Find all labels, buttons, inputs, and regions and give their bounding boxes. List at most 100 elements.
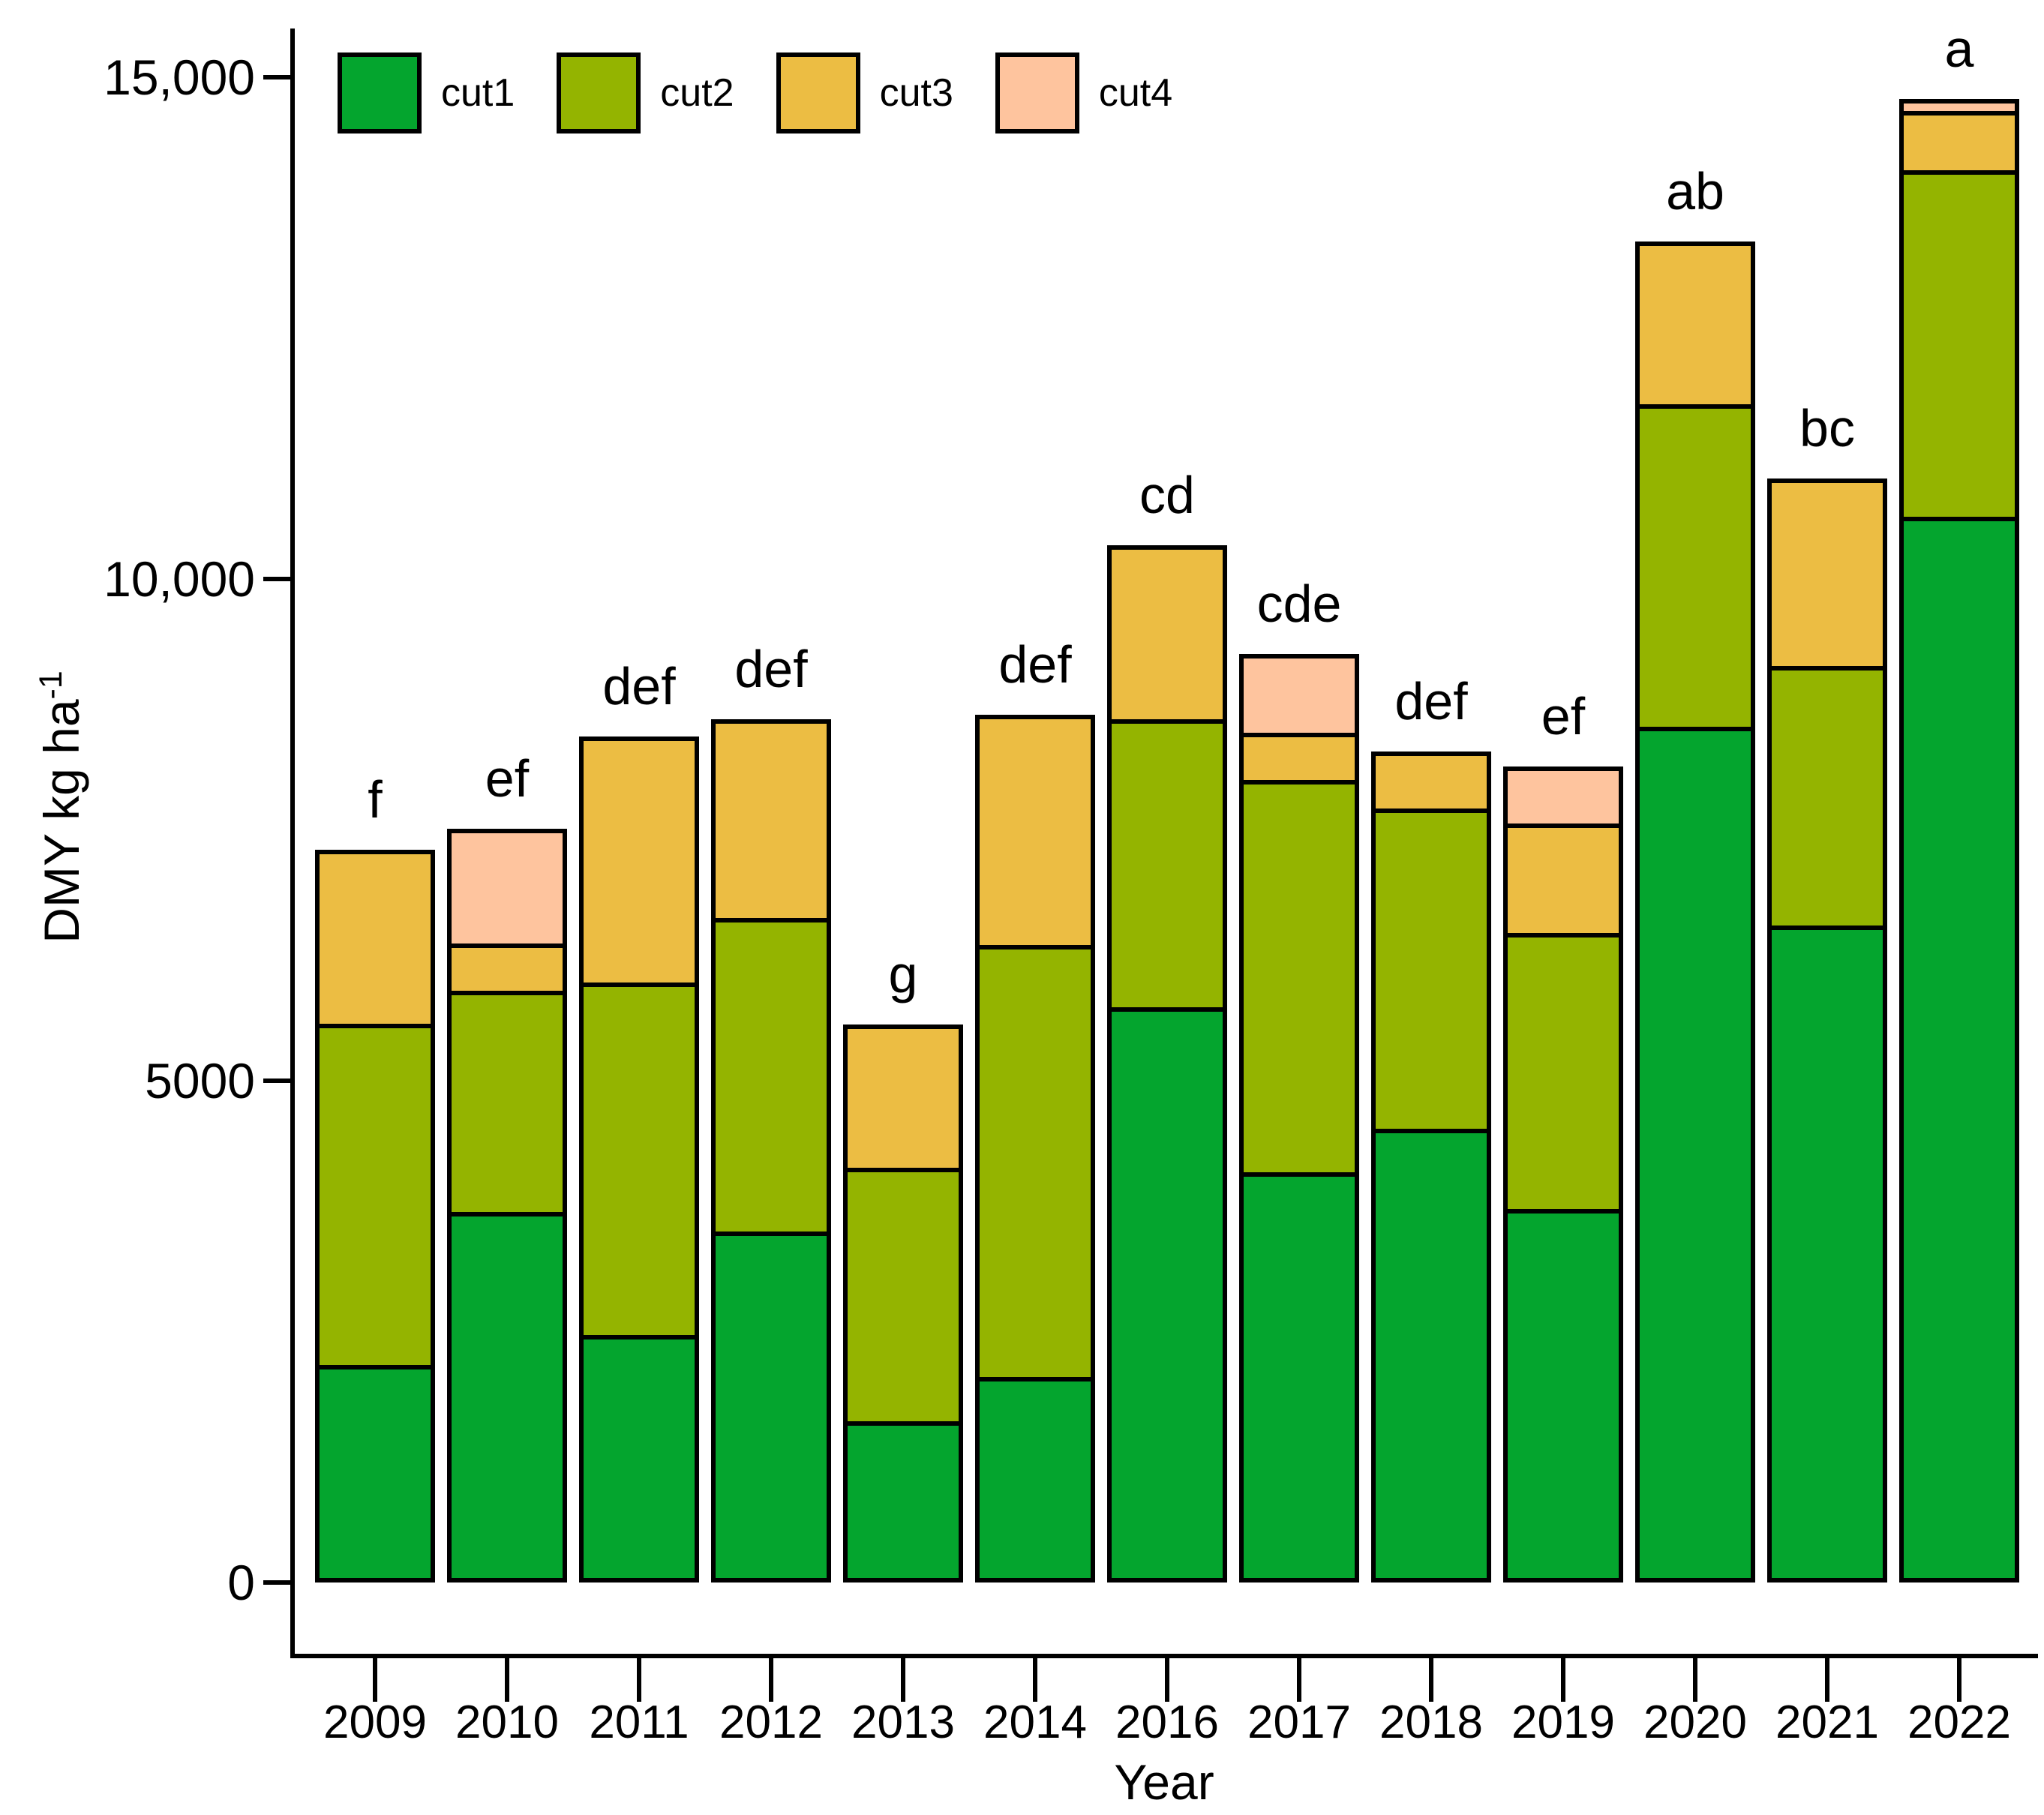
x-axis-tick — [1165, 1654, 1169, 1702]
x-axis-tick — [1033, 1654, 1037, 1702]
bar-segment-cut3-2009 — [315, 850, 435, 1024]
legend-swatch-cut4 — [995, 52, 1079, 134]
y-axis-tick — [263, 1580, 290, 1585]
significance-letter-2013: g — [888, 945, 918, 1004]
significance-letter-2016: cd — [1139, 465, 1195, 524]
bar-segment-cut3-2010 — [447, 943, 567, 991]
bar-segment-cut2-2012 — [711, 918, 831, 1232]
x-axis-tick-label-2020: 2020 — [1643, 1696, 1747, 1748]
bar-segment-cut1-2012 — [711, 1231, 831, 1582]
significance-letter-2009: f — [368, 770, 383, 830]
x-axis-tick-label-2018: 2018 — [1379, 1696, 1483, 1748]
bar-segment-cut3-2021 — [1767, 478, 1887, 667]
y-axis-tick — [263, 1078, 290, 1083]
bar-segment-cut2-2009 — [315, 1023, 435, 1365]
bar-segment-cut2-2013 — [843, 1168, 963, 1421]
x-axis-tick — [1825, 1654, 1829, 1702]
y-axis-title: DMY kg ha-1 — [21, 470, 89, 1144]
bar-segment-cut1-2013 — [843, 1420, 963, 1582]
bar-segment-cut1-2022 — [1899, 517, 2019, 1582]
x-axis-tick-label-2010: 2010 — [455, 1696, 559, 1748]
x-axis-tick — [1429, 1654, 1433, 1702]
significance-letter-2010: ef — [485, 749, 530, 808]
x-axis-tick-label-2016: 2016 — [1115, 1696, 1219, 1748]
bar-segment-cut1-2014 — [975, 1376, 1095, 1582]
bar-segment-cut1-2019 — [1503, 1209, 1623, 1582]
significance-letter-2019: ef — [1541, 687, 1586, 746]
x-axis-tick — [373, 1654, 377, 1702]
x-axis-tick-label-2014: 2014 — [983, 1696, 1087, 1748]
significance-letter-2014: def — [998, 634, 1072, 694]
bar-segment-cut1-2020 — [1635, 726, 1755, 1582]
y-axis-tick-label: 15,000 — [104, 50, 255, 105]
x-axis-tick — [1297, 1654, 1301, 1702]
bar-segment-cut3-2022 — [1899, 111, 2019, 171]
bar-segment-cut2-2021 — [1767, 666, 1887, 926]
x-axis-tick — [1957, 1654, 1961, 1702]
y-axis-tick — [263, 577, 290, 581]
bar-segment-cut4-2010 — [447, 829, 567, 944]
bar-segment-cut2-2020 — [1635, 404, 1755, 727]
legend: cut1 cut2 cut3 cut4 — [338, 52, 1214, 134]
bar-segment-cut2-2010 — [447, 990, 567, 1213]
bar-segment-cut3-2017 — [1239, 732, 1359, 780]
legend-item-cut4: cut4 — [995, 52, 1172, 134]
bar-segment-cut3-2020 — [1635, 242, 1755, 405]
x-axis-tick — [1561, 1654, 1565, 1702]
x-axis-tick — [637, 1654, 641, 1702]
x-axis-tick-label-2022: 2022 — [1907, 1696, 2011, 1748]
significance-letter-2020: ab — [1666, 162, 1724, 221]
bar-segment-cut2-2019 — [1503, 933, 1623, 1210]
bar-segment-cut1-2010 — [447, 1212, 567, 1582]
significance-letter-2021: bc — [1799, 399, 1855, 458]
significance-letter-2022: a — [1944, 20, 1974, 79]
x-axis-tick-label-2013: 2013 — [851, 1696, 955, 1748]
legend-item-cut2: cut2 — [557, 52, 734, 134]
x-axis-tick-label-2012: 2012 — [719, 1696, 823, 1748]
x-axis-tick-label-2017: 2017 — [1247, 1696, 1351, 1748]
significance-letter-2018: def — [1394, 672, 1468, 731]
legend-item-cut3: cut3 — [776, 52, 953, 134]
significance-letter-2012: def — [734, 640, 808, 699]
bar-segment-cut3-2016 — [1107, 544, 1227, 720]
x-axis-tick — [769, 1654, 773, 1702]
x-axis-tick — [505, 1654, 509, 1702]
legend-swatch-cut2 — [557, 52, 641, 134]
y-axis-tick-label: 10,000 — [104, 551, 255, 607]
bar-segment-cut2-2011 — [579, 982, 699, 1335]
legend-item-cut1: cut1 — [338, 52, 515, 134]
y-axis-title-text: DMY kg ha — [34, 699, 89, 944]
x-axis-tick-label-2009: 2009 — [323, 1696, 427, 1748]
bar-segment-cut1-2009 — [315, 1364, 435, 1582]
bar-segment-cut3-2013 — [843, 1024, 963, 1168]
x-axis-tick-label-2021: 2021 — [1775, 1696, 1879, 1748]
bar-segment-cut2-2022 — [1899, 170, 2019, 518]
bar-segment-cut1-2016 — [1107, 1007, 1227, 1582]
bar-segment-cut2-2017 — [1239, 779, 1359, 1172]
bar-segment-cut1-2011 — [579, 1334, 699, 1582]
legend-label-cut4: cut4 — [1098, 71, 1173, 115]
bar-segment-cut4-2019 — [1503, 766, 1623, 824]
bar-segment-cut2-2016 — [1107, 719, 1227, 1008]
bar-segment-cut3-2019 — [1503, 824, 1623, 934]
bar-segment-cut1-2017 — [1239, 1172, 1359, 1582]
legend-label-cut2: cut2 — [660, 71, 734, 115]
significance-letter-2017: cde — [1256, 574, 1342, 634]
y-axis-title-exponent: -1 — [33, 670, 69, 700]
y-axis-tick-label: 5000 — [145, 1053, 255, 1108]
x-axis-tick — [1693, 1654, 1697, 1702]
bar-segment-cut1-2021 — [1767, 925, 1887, 1582]
bar-segment-cut3-2014 — [975, 714, 1095, 946]
legend-swatch-cut3 — [776, 52, 860, 134]
legend-label-cut1: cut1 — [441, 71, 515, 115]
x-axis-tick-label-2011: 2011 — [589, 1696, 689, 1748]
y-axis-tick — [263, 75, 290, 80]
bar-segment-cut3-2011 — [579, 736, 699, 982]
bar-segment-cut3-2012 — [711, 719, 831, 919]
x-axis-line — [290, 1654, 2038, 1658]
legend-label-cut3: cut3 — [879, 71, 953, 115]
bar-segment-cut2-2014 — [975, 945, 1095, 1377]
x-axis-tick — [901, 1654, 905, 1702]
bar-segment-cut3-2018 — [1371, 752, 1491, 809]
